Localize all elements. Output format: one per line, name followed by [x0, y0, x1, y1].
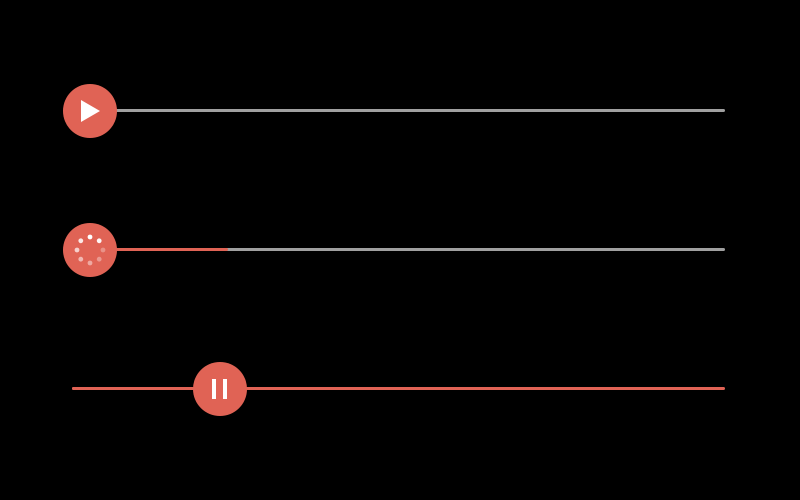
loading-button[interactable] [63, 223, 117, 277]
play-icon [81, 100, 100, 122]
progress-track[interactable] [90, 109, 725, 112]
progress-track[interactable] [72, 387, 725, 390]
loading-spinner-icon [74, 234, 106, 266]
audio-player-loading [0, 223, 800, 277]
progress-fill [90, 248, 228, 251]
play-button[interactable] [63, 84, 117, 138]
progress-track[interactable] [90, 248, 725, 251]
progress-fill [72, 387, 220, 390]
audio-player-ready [0, 84, 800, 138]
pause-icon [212, 379, 227, 399]
pause-button[interactable] [193, 362, 247, 416]
audio-player-playing [0, 362, 800, 416]
